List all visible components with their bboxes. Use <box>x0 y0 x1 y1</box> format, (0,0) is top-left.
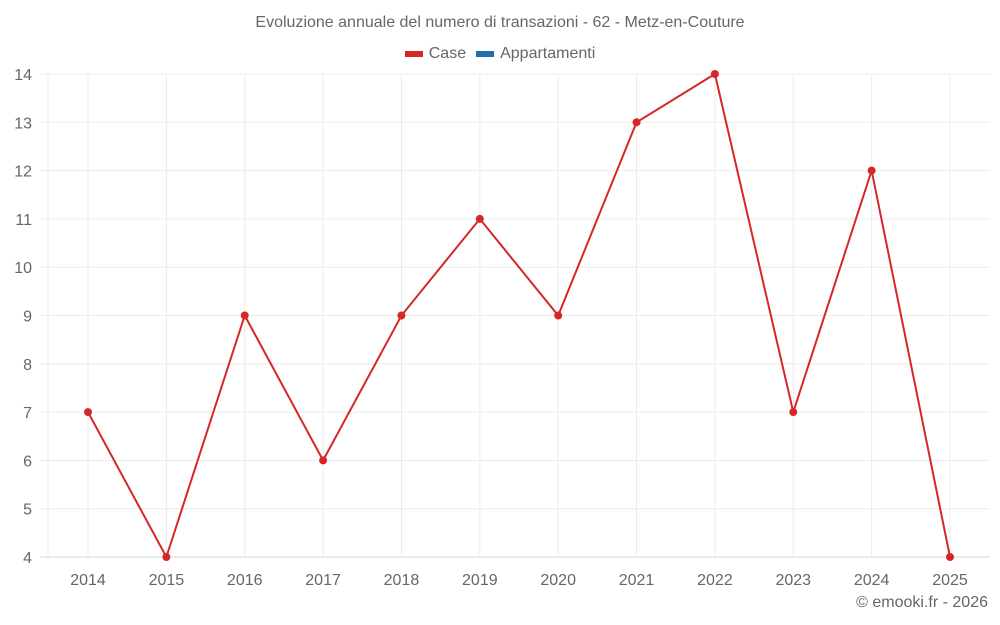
y-tick-label: 4 <box>23 550 32 567</box>
y-tick-label: 12 <box>14 164 32 181</box>
y-tick-label: 14 <box>14 67 32 84</box>
x-tick-label: 2025 <box>932 572 968 589</box>
legend: Case Appartamenti <box>0 45 1000 63</box>
x-tick-label: 2014 <box>70 572 106 589</box>
data-point[interactable] <box>946 553 954 561</box>
data-point[interactable] <box>475 214 484 223</box>
legend-item-case[interactable]: Case <box>404 45 467 63</box>
y-tick-label: 10 <box>14 260 32 277</box>
x-tick-label: 2021 <box>619 572 655 589</box>
data-point[interactable] <box>240 311 249 320</box>
y-tick-label: 11 <box>15 212 32 229</box>
x-tick-label: 2022 <box>697 572 733 589</box>
data-point[interactable] <box>867 166 876 175</box>
x-tick-label: 2023 <box>775 572 811 589</box>
grid-lines <box>40 73 990 558</box>
legend-item-appartamenti[interactable]: Appartamenti <box>476 45 595 63</box>
y-tick-label: 9 <box>23 309 32 326</box>
data-point[interactable] <box>84 408 92 417</box>
x-tick-label: 2017 <box>305 572 341 589</box>
legend-label-appartamenti: Appartamenti <box>500 45 596 62</box>
legend-label-case: Case <box>428 45 467 62</box>
series-case <box>84 70 954 561</box>
y-axis: 4 5 6 7 8 9 10 11 12 13 14 <box>14 67 32 567</box>
x-tick-label: 2018 <box>384 572 420 589</box>
data-point[interactable] <box>397 311 406 320</box>
x-tick-label: 2020 <box>540 572 576 589</box>
x-tick-label: 2019 <box>462 572 498 589</box>
data-point[interactable] <box>554 311 563 320</box>
data-point[interactable] <box>319 456 328 465</box>
y-tick-label: 8 <box>23 357 32 374</box>
series-line-case <box>87 72 951 560</box>
chart-title: Evoluzione annuale del numero di transaz… <box>255 14 745 31</box>
y-tick-label: 7 <box>23 405 32 422</box>
x-axis: 2014 2015 2016 2017 2018 2019 2020 2021 2022 2023… <box>70 572 968 589</box>
y-tick-label: 6 <box>23 453 32 470</box>
x-tick-label: 2015 <box>149 572 185 589</box>
x-tick-label: 2024 <box>854 572 890 589</box>
data-point[interactable] <box>632 118 641 127</box>
y-tick-label: 13 <box>14 115 32 132</box>
copyright-footer: © emooki.fr - 2026 <box>856 594 988 611</box>
legend-swatch-case <box>404 51 423 57</box>
legend-swatch-appartamenti <box>476 51 495 57</box>
y-tick-label: 5 <box>23 502 32 519</box>
data-point[interactable] <box>162 553 171 561</box>
x-tick-label: 2016 <box>227 572 263 589</box>
data-point[interactable] <box>710 70 719 78</box>
data-point[interactable] <box>789 408 798 417</box>
